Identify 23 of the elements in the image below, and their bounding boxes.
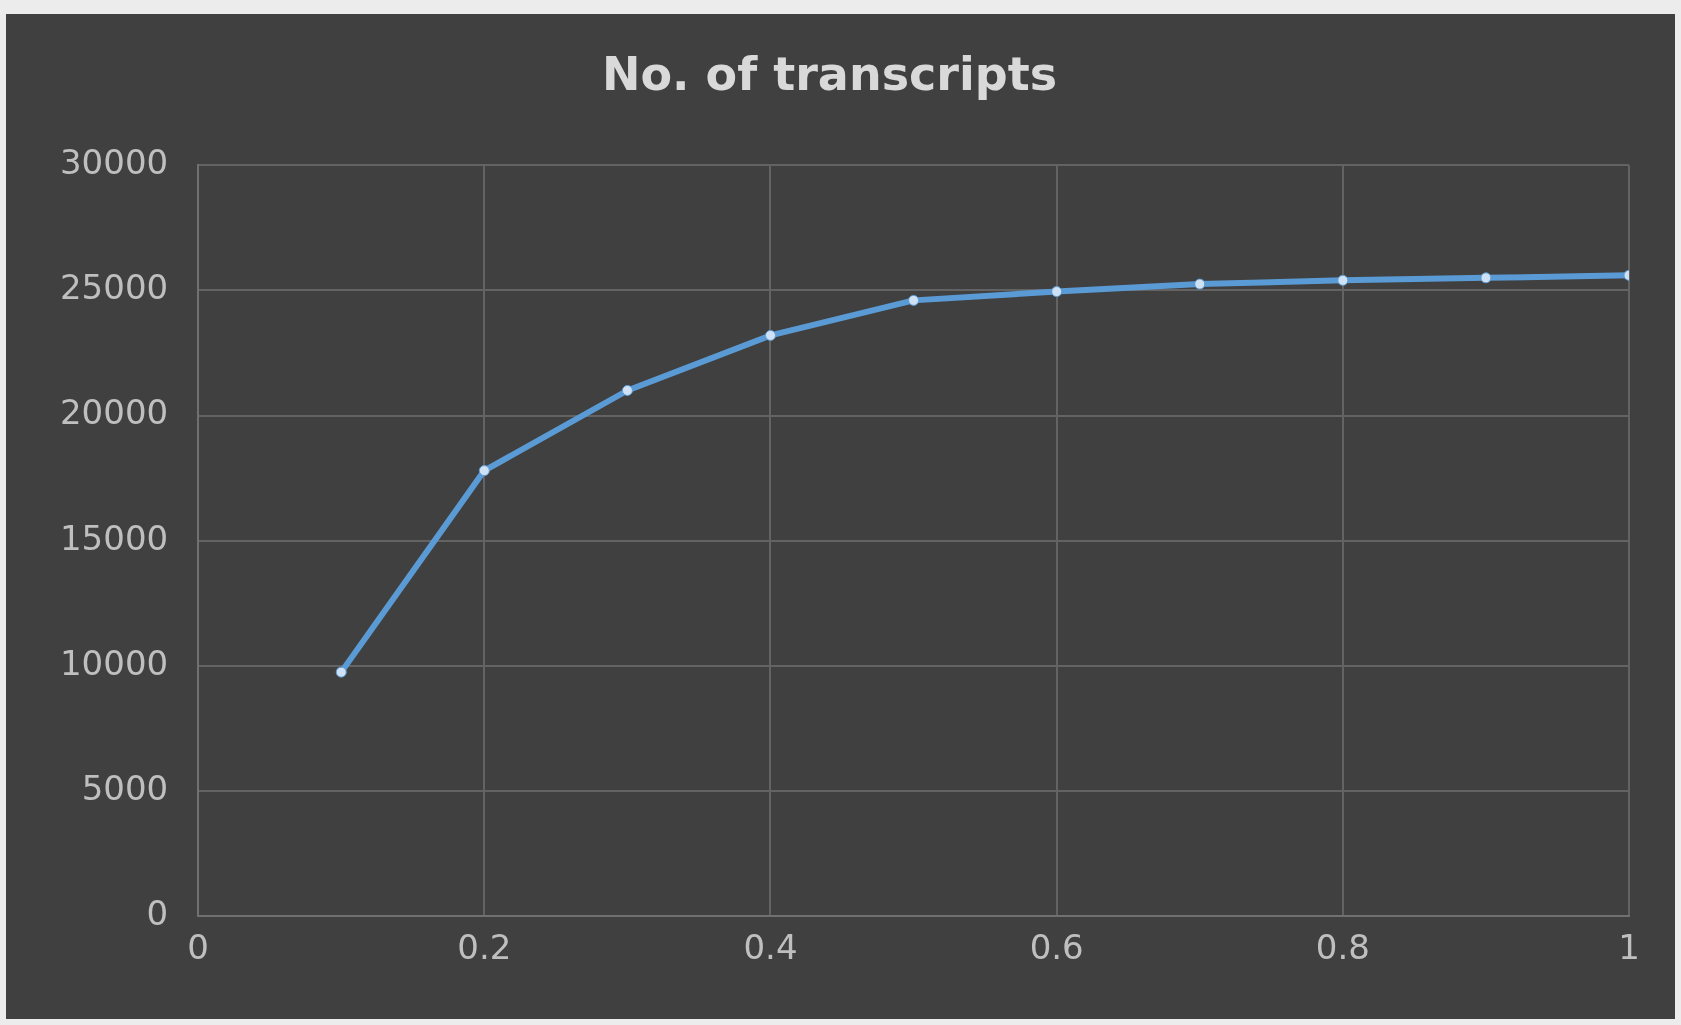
x-tick-label: 0 bbox=[187, 927, 209, 968]
y-tick-label: 5000 bbox=[81, 767, 169, 808]
point bbox=[1194, 278, 1206, 290]
point bbox=[908, 294, 920, 306]
y-tick-label: 20000 bbox=[59, 392, 169, 433]
point bbox=[1480, 272, 1492, 284]
x-tick-label: 1 bbox=[1618, 927, 1640, 968]
y-tick-label: 25000 bbox=[59, 267, 169, 308]
x-tick-label: 0.2 bbox=[457, 927, 512, 968]
y-tick-label: 0 bbox=[146, 893, 169, 934]
point bbox=[1337, 274, 1349, 286]
x-tick-label: 0.6 bbox=[1029, 927, 1084, 968]
point bbox=[335, 666, 347, 678]
point bbox=[1051, 286, 1063, 298]
point bbox=[478, 465, 490, 477]
x-tick-label: 0.8 bbox=[1315, 927, 1370, 968]
chart-title: No. of transcripts bbox=[601, 46, 1058, 101]
point bbox=[765, 329, 776, 341]
x-tick-label: 0.4 bbox=[743, 927, 798, 968]
y-tick-label: 10000 bbox=[59, 642, 169, 683]
y-tick-label: 15000 bbox=[59, 517, 169, 558]
point bbox=[621, 385, 633, 396]
y-tick-label: 30000 bbox=[59, 142, 169, 183]
